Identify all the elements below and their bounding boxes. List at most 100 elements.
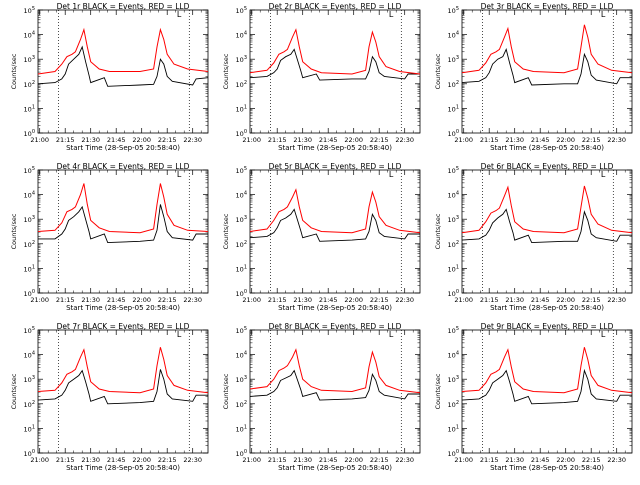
y-tick-label: 105 xyxy=(236,166,247,175)
panel-det-1: Det 1r BLACK = Events, RED = LLD 100 101 10… xyxy=(10,2,209,152)
y-tick-label: 105 xyxy=(24,326,35,335)
y-tick-label: 105 xyxy=(236,6,247,15)
y-tick-label: 104 xyxy=(24,31,35,40)
x-tick-label: 21:45 xyxy=(531,296,550,304)
x-axis-label: Start Time (28-Sep-05 20:58:40) xyxy=(66,464,180,472)
y-tick-label: 103 xyxy=(236,55,247,64)
x-axis-label: Start Time (28-Sep-05 20:58:40) xyxy=(278,144,392,152)
lld-series-line xyxy=(37,27,209,75)
panel-title: Det 8r BLACK = Events, RED = LLD xyxy=(269,322,402,331)
y-tick-label: 104 xyxy=(448,351,459,360)
y-tick-label: 105 xyxy=(236,326,247,335)
y-tick-label: 101 xyxy=(236,264,247,273)
lld-series-line xyxy=(249,188,421,234)
plot-frame xyxy=(249,329,421,454)
y-tick-label: 102 xyxy=(24,240,35,249)
y-axis-label: Counts/sec xyxy=(434,213,442,249)
events-series-line xyxy=(37,45,209,87)
lld-series-line xyxy=(37,347,209,394)
x-tick-label: 21:45 xyxy=(531,456,550,464)
y-axis-label: Counts/sec xyxy=(10,213,18,249)
y-tick-label: 103 xyxy=(24,375,35,384)
plot-frame xyxy=(249,9,421,134)
y-tick-label: 104 xyxy=(448,191,459,200)
y-tick-label: 103 xyxy=(236,215,247,224)
y-tick-label: 105 xyxy=(24,6,35,15)
x-tick-label: 21:45 xyxy=(319,456,338,464)
y-tick-label: 101 xyxy=(24,264,35,273)
marker-label: L xyxy=(389,330,394,339)
x-tick-label: 21:30 xyxy=(81,296,100,304)
x-tick-label: 21:45 xyxy=(107,296,126,304)
x-tick-label: 21:15 xyxy=(480,136,499,144)
x-tick-label: 21:45 xyxy=(531,136,550,144)
lld-series-line xyxy=(461,185,633,234)
y-tick-label: 104 xyxy=(24,351,35,360)
x-tick-label: 22:15 xyxy=(370,296,389,304)
panel-det-5: Det 5r BLACK = Events, RED = LLD 100 101 10… xyxy=(222,162,421,312)
x-tick-label: 22:15 xyxy=(582,456,601,464)
y-tick-label: 104 xyxy=(24,191,35,200)
panel-title: Det 3r BLACK = Events, RED = LLD xyxy=(481,2,614,11)
y-tick-label: 104 xyxy=(236,351,247,360)
x-tick-label: 22:00 xyxy=(344,296,363,304)
y-tick-label: 103 xyxy=(448,55,459,64)
events-series-line xyxy=(37,369,208,405)
y-tick-label: 104 xyxy=(236,191,247,200)
x-tick-label: 22:30 xyxy=(183,136,202,144)
lld-series-line xyxy=(461,24,633,74)
events-series-line xyxy=(461,208,632,244)
x-tick-label: 22:30 xyxy=(183,456,202,464)
x-tick-label: 21:30 xyxy=(293,456,312,464)
x-tick-label: 22:30 xyxy=(395,136,414,144)
x-tick-label: 21:00 xyxy=(454,136,473,144)
x-tick-label: 22:15 xyxy=(158,456,177,464)
plot-frame xyxy=(37,329,209,454)
x-tick-label: 21:15 xyxy=(268,456,287,464)
marker-label: L xyxy=(601,10,606,19)
y-tick-label: 100 xyxy=(24,449,35,458)
x-tick-label: 21:30 xyxy=(505,136,524,144)
y-tick-label: 105 xyxy=(448,166,459,175)
y-axis-label: Counts/sec xyxy=(434,53,442,89)
y-tick-label: 102 xyxy=(448,240,459,249)
y-tick-label: 101 xyxy=(24,104,35,113)
plot-frame xyxy=(249,169,421,294)
y-tick-label: 105 xyxy=(448,6,459,15)
panel-det-6: Det 6r BLACK = Events, RED = LLD 100 101 10… xyxy=(434,162,633,312)
y-tick-label: 101 xyxy=(448,264,459,273)
x-tick-label: 21:15 xyxy=(480,456,499,464)
y-tick-label: 104 xyxy=(448,31,459,40)
x-axis-label: Start Time (28-Sep-05 20:58:40) xyxy=(66,144,180,152)
plot-frame xyxy=(461,9,633,134)
panel-title: Det 6r BLACK = Events, RED = LLD xyxy=(481,162,614,171)
x-tick-label: 21:15 xyxy=(268,136,287,144)
x-axis-label: Start Time (28-Sep-05 20:58:40) xyxy=(66,304,180,312)
marker-label: L xyxy=(389,170,394,179)
x-tick-label: 21:45 xyxy=(107,456,126,464)
x-tick-label: 22:00 xyxy=(556,456,575,464)
y-tick-label: 100 xyxy=(236,449,247,458)
x-tick-label: 21:00 xyxy=(242,296,261,304)
y-tick-label: 102 xyxy=(236,400,247,409)
y-tick-label: 103 xyxy=(24,55,35,64)
x-tick-label: 21:15 xyxy=(268,296,287,304)
x-tick-label: 21:00 xyxy=(30,136,49,144)
x-tick-label: 21:30 xyxy=(81,456,100,464)
events-series-line xyxy=(249,369,420,401)
y-tick-label: 101 xyxy=(24,424,35,433)
x-axis-label: Start Time (28-Sep-05 20:58:40) xyxy=(490,464,604,472)
marker-label: L xyxy=(177,330,182,339)
y-tick-label: 103 xyxy=(448,375,459,384)
x-tick-label: 22:30 xyxy=(607,136,626,144)
lld-series-line xyxy=(37,183,209,234)
y-tick-label: 101 xyxy=(236,104,247,113)
x-tick-label: 22:15 xyxy=(582,296,601,304)
panel-title: Det 7r BLACK = Events, RED = LLD xyxy=(57,322,190,331)
x-tick-label: 21:30 xyxy=(505,456,524,464)
x-tick-label: 21:00 xyxy=(242,136,261,144)
y-tick-label: 100 xyxy=(236,129,247,138)
x-axis-label: Start Time (28-Sep-05 20:58:40) xyxy=(490,304,604,312)
